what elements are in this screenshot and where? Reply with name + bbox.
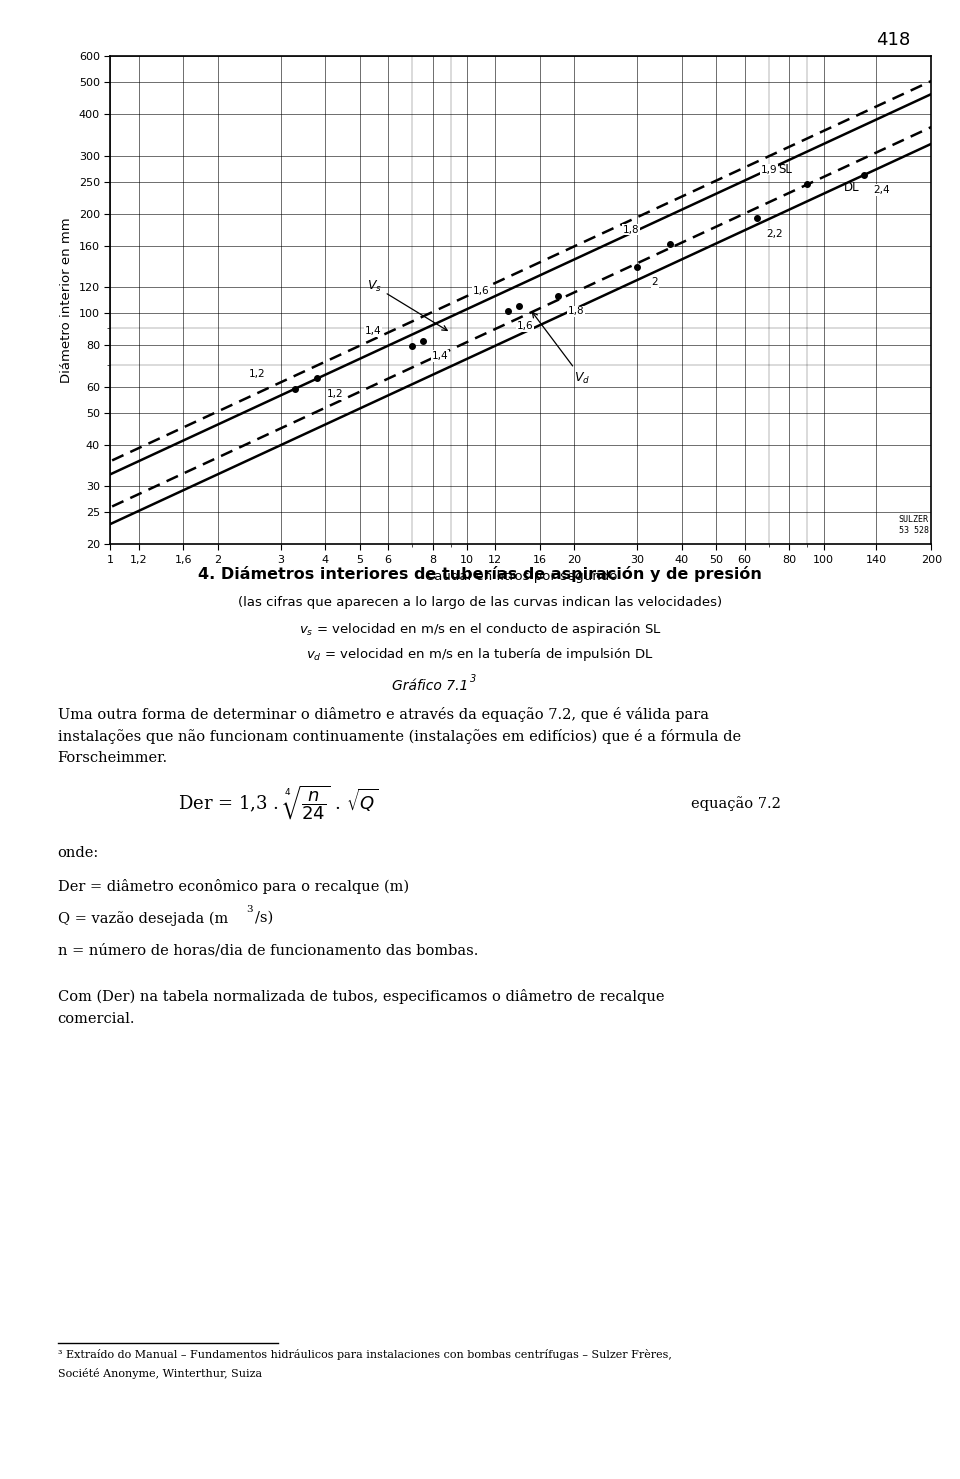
- Text: 3: 3: [470, 674, 477, 685]
- Text: 2,2: 2,2: [766, 229, 783, 238]
- Text: instalações que não funcionam continuamente (instalações em edifícios) que é a f: instalações que não funcionam continuame…: [58, 729, 741, 744]
- Text: Forscheimmer.: Forscheimmer.: [58, 751, 168, 765]
- Text: $v_s$ = velocidad en m/s en el conducto de aspiración SL: $v_s$ = velocidad en m/s en el conducto …: [299, 621, 661, 637]
- Text: SULZER
53 528: SULZER 53 528: [899, 515, 928, 534]
- Text: 4. Diámetros interiores de tuberías de aspiración y de presión: 4. Diámetros interiores de tuberías de a…: [198, 566, 762, 583]
- Text: 1,6: 1,6: [517, 321, 534, 331]
- Text: 418: 418: [876, 31, 910, 49]
- Y-axis label: Diámetro interior en mm: Diámetro interior en mm: [60, 217, 73, 383]
- Text: Der = diâmetro econômico para o recalque (m): Der = diâmetro econômico para o recalque…: [58, 879, 409, 893]
- Text: (las cifras que aparecen a lo largo de las curvas indican las velocidades): (las cifras que aparecen a lo largo de l…: [238, 596, 722, 609]
- Text: equação 7.2: equação 7.2: [691, 796, 781, 810]
- Text: Der = 1,3 . $\sqrt[4]{\dfrac{n}{24}}$ . $\sqrt{Q}$: Der = 1,3 . $\sqrt[4]{\dfrac{n}{24}}$ . …: [178, 784, 378, 822]
- Text: $V_s$: $V_s$: [367, 278, 447, 330]
- Text: 3: 3: [247, 905, 253, 914]
- Text: 1,8: 1,8: [567, 306, 584, 317]
- Text: /s): /s): [255, 911, 274, 924]
- Text: Gráfico 7.1: Gráfico 7.1: [392, 679, 468, 692]
- Text: 1,2: 1,2: [326, 389, 343, 399]
- Text: Q = vazão desejada (m: Q = vazão desejada (m: [58, 911, 228, 926]
- Text: 1,8: 1,8: [623, 225, 639, 235]
- Text: ³ Extraído do Manual – Fundamentos hidráulicos para instalaciones con bombas cen: ³ Extraído do Manual – Fundamentos hidrá…: [58, 1349, 671, 1359]
- Text: Uma outra forma de determinar o diâmetro e através da equação 7.2, que é válida : Uma outra forma de determinar o diâmetro…: [58, 707, 708, 722]
- Text: DL: DL: [844, 182, 860, 194]
- Text: 1,9: 1,9: [760, 164, 778, 175]
- Text: $v_d$ = velocidad en m/s en la tubería de impulsión DL: $v_d$ = velocidad en m/s en la tubería d…: [306, 646, 654, 663]
- Text: 1,4: 1,4: [365, 325, 382, 336]
- Text: comercial.: comercial.: [58, 1012, 135, 1025]
- Text: $V_d$: $V_d$: [533, 312, 590, 386]
- Text: n = número de horas/dia de funcionamento das bombas.: n = número de horas/dia de funcionamento…: [58, 944, 478, 957]
- Text: 2: 2: [652, 277, 659, 287]
- Text: SL: SL: [779, 163, 792, 176]
- Text: 1,6: 1,6: [472, 285, 489, 296]
- Text: onde:: onde:: [58, 846, 99, 859]
- Text: 2,4: 2,4: [874, 185, 890, 195]
- Text: Com (Der) na tabela normalizada de tubos, especificamos o diâmetro de recalque: Com (Der) na tabela normalizada de tubos…: [58, 989, 664, 1004]
- Text: 1,2: 1,2: [249, 368, 265, 379]
- Text: 1,4: 1,4: [432, 351, 448, 361]
- X-axis label: Caudal en litros por segundo: Caudal en litros por segundo: [424, 571, 617, 583]
- Text: Société Anonyme, Winterthur, Suiza: Société Anonyme, Winterthur, Suiza: [58, 1368, 262, 1378]
